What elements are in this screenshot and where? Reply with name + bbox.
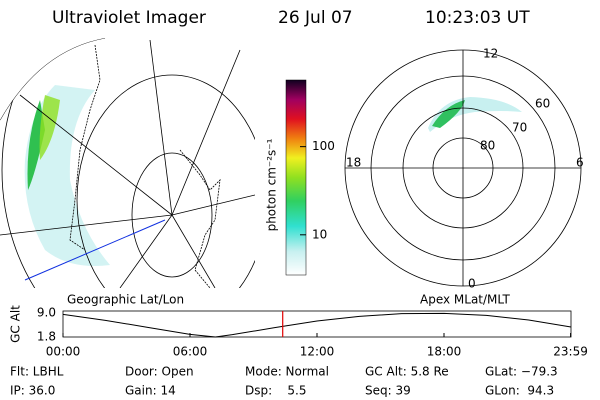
colorbar	[285, 79, 307, 276]
date: 26 Jul 07	[278, 8, 353, 28]
panel-label: Geographic Lat/Lon	[67, 293, 184, 307]
mlt-label: 6	[576, 156, 584, 170]
status-field: Mode: Normal	[245, 365, 329, 379]
alt-curve	[62, 312, 572, 338]
geographic-map	[0, 38, 255, 288]
lat-label: 70	[512, 121, 527, 135]
status-field: Dsp: 5.5	[245, 384, 307, 398]
status-field: IP: 36.0	[10, 384, 55, 398]
lat-label: 80	[480, 139, 495, 153]
lat-label: 60	[535, 97, 550, 111]
polar-plot	[344, 49, 582, 287]
status-field: Door: Open	[125, 365, 194, 379]
status-field: Gain: 14	[125, 384, 176, 398]
alt-label: GC Alt	[9, 305, 23, 343]
mlt-label: 18	[346, 156, 361, 170]
status-field: GLon: 94.3	[485, 384, 554, 398]
status-field: GLat: −79.3	[485, 365, 558, 379]
status-field: Seq: 39	[365, 384, 411, 398]
mlt-label: 12	[483, 47, 498, 61]
alt-tick-label: 9.0	[37, 306, 56, 320]
panel-label: Apex MLat/MLT	[420, 293, 510, 307]
colorbar-tick-label: 100	[312, 139, 335, 153]
mlt-label: 0	[468, 277, 476, 291]
time: 10:23:03 UT	[425, 8, 530, 28]
time-tick-label: 23:59	[553, 345, 588, 359]
time-tick-label: 06:00	[173, 345, 208, 359]
title: Ultraviolet Imager	[52, 8, 206, 28]
status-field: GC Alt: 5.8 Re	[365, 365, 449, 379]
time-tick-label: 00:00	[46, 345, 81, 359]
colorbar-unit: photon cm⁻²s⁻¹	[265, 138, 279, 231]
status-field: Flt: LBHL	[10, 365, 64, 379]
time-tick-label: 18:00	[427, 345, 462, 359]
colorbar-tick-label: 10	[312, 227, 327, 241]
time-tick-label: 12:00	[300, 345, 335, 359]
alt-tick-label: 1.8	[37, 330, 56, 344]
